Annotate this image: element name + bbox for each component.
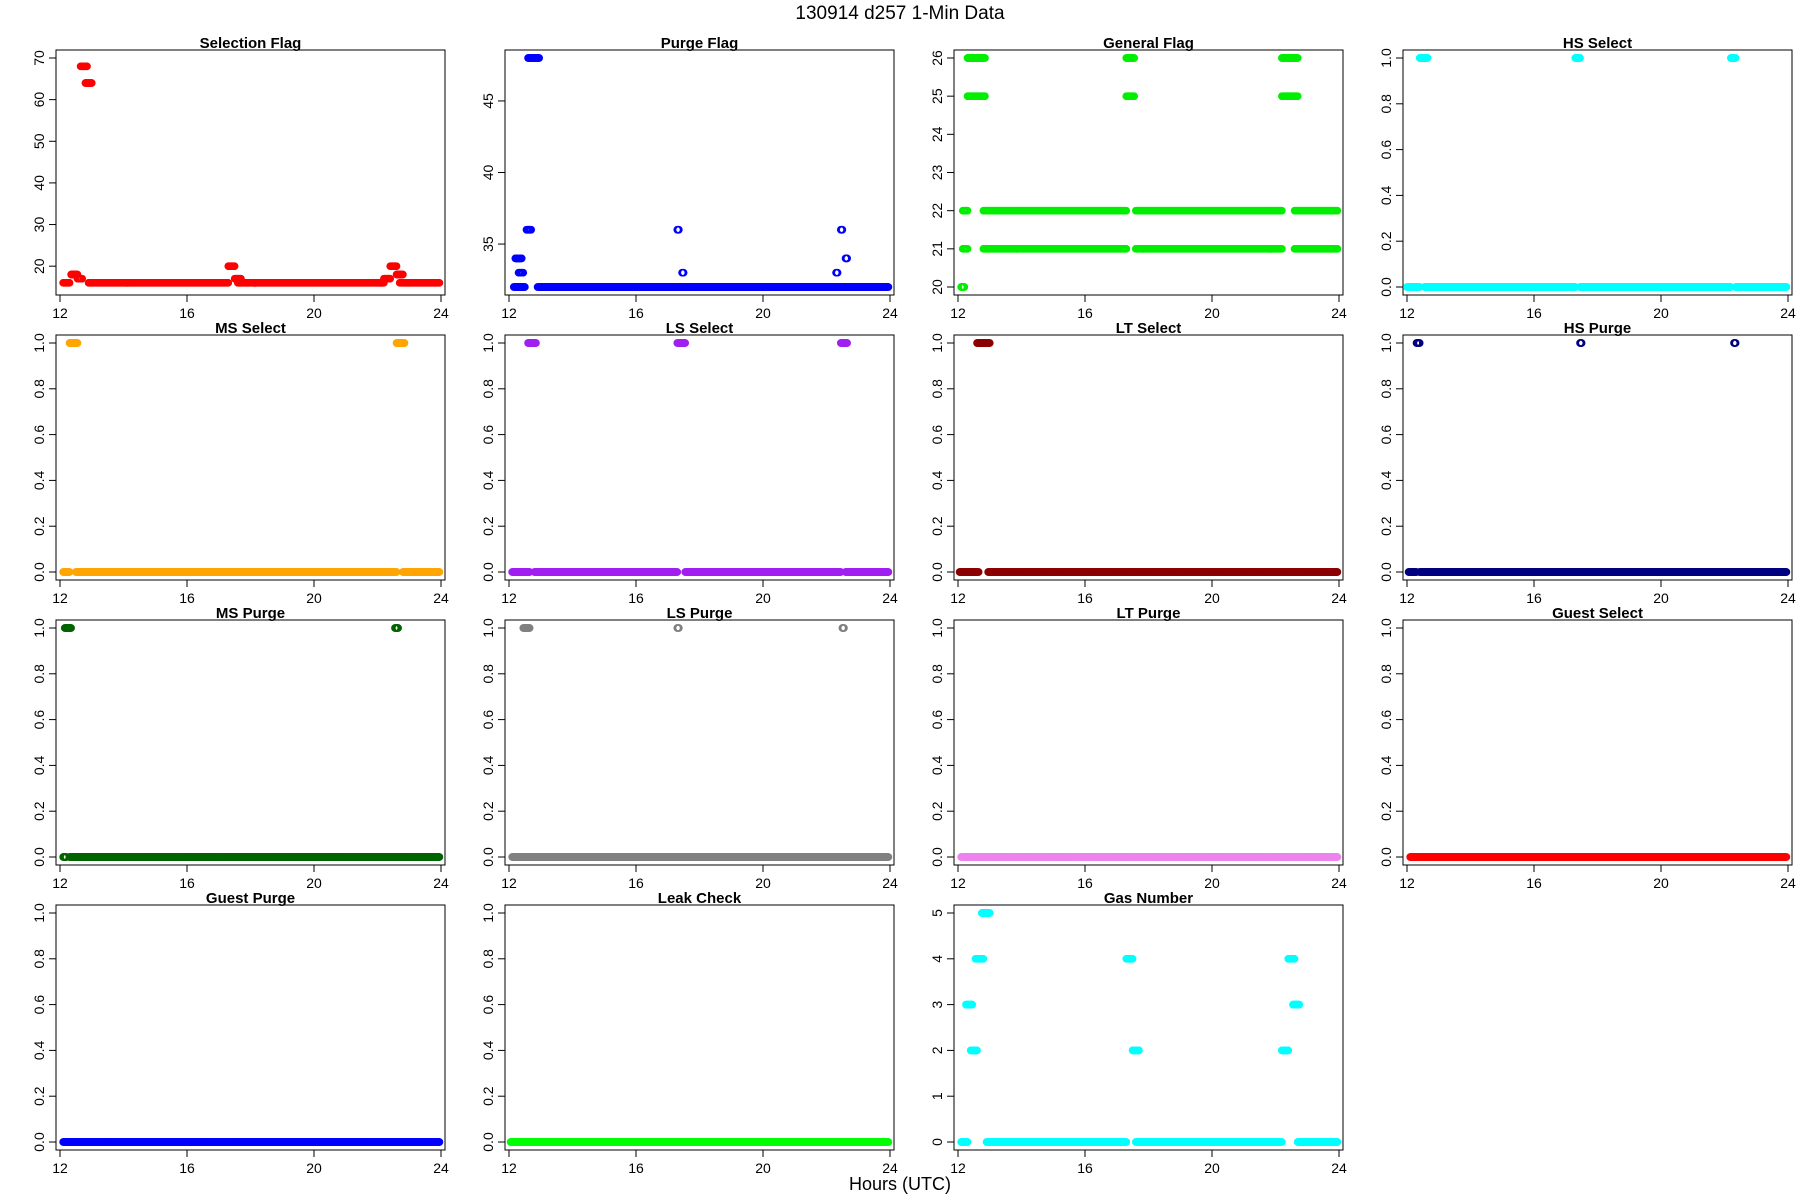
panel-general-flag: General Flag 12 16 20 24 20 21 22 23 24 25 26 <box>929 35 1347 321</box>
x-tick-label: 20 <box>1204 305 1220 321</box>
y-tick-label: 26 <box>929 50 945 66</box>
x-tick-label: 12 <box>1399 305 1415 321</box>
y-tick-label: 0.0 <box>480 562 496 582</box>
y-tick-label: 24 <box>929 126 945 142</box>
y-tick-label: 0.0 <box>31 562 47 582</box>
x-tick-label: 24 <box>882 305 898 321</box>
panel-title: LS Select <box>666 320 734 337</box>
y-tick-label: 21 <box>929 241 945 257</box>
data-point <box>230 262 239 271</box>
data-point <box>78 274 87 283</box>
panel-title: HS Select <box>1563 35 1632 52</box>
y-tick-label: 22 <box>929 203 945 219</box>
data-point <box>65 278 74 287</box>
series-points <box>509 54 893 291</box>
y-tick-label: 1.0 <box>1378 48 1394 68</box>
y-tick-label: 50 <box>31 133 47 149</box>
data-point <box>83 62 91 71</box>
panel-title: Purge Flag <box>661 35 739 52</box>
y-tick-label: 0.8 <box>1378 94 1394 114</box>
y-tick-label: 0.0 <box>1378 277 1394 297</box>
y-tick-label: 0.2 <box>480 516 496 536</box>
x-tick-label: 24 <box>433 305 449 321</box>
plot-frame <box>504 49 895 296</box>
y-tick-label: 0.8 <box>480 379 496 399</box>
y-tick-label: 0.6 <box>31 425 47 445</box>
y-tick-label: 40 <box>31 175 47 191</box>
panel-title: Selection Flag <box>200 35 302 52</box>
x-tick-label: 24 <box>1780 305 1796 321</box>
figure-x-axis-label: Hours (UTC) <box>849 1174 951 1194</box>
y-tick-label: 25 <box>929 88 945 104</box>
x-tick-label: 24 <box>1331 305 1347 321</box>
x-tick-label: 16 <box>628 305 644 321</box>
y-tick-label: 30 <box>31 217 47 233</box>
panel-title: MS Select <box>215 320 286 337</box>
y-tick-label: 20 <box>31 258 47 274</box>
panel-ls-select: LS Select 12 16 20 24 0.0 0.2 0.4 0.6 0.8 1.0 <box>480 320 898 606</box>
x-tick-label: 20 <box>306 590 322 606</box>
y-tick-label: 1.0 <box>31 333 47 353</box>
panel-title: General Flag <box>1103 35 1194 52</box>
y-tick-label: 0.2 <box>31 516 47 536</box>
series-points <box>957 54 1342 291</box>
y-tick-label: 0.4 <box>1378 185 1394 205</box>
x-tick-label: 16 <box>628 590 644 606</box>
y-tick-label: 23 <box>929 165 945 181</box>
y-tick-label: 70 <box>31 50 47 66</box>
x-tick-label: 20 <box>755 590 771 606</box>
series-points <box>59 62 444 287</box>
plot-frame <box>504 334 895 581</box>
y-tick-label: 60 <box>31 92 47 108</box>
x-tick-label: 12 <box>950 305 966 321</box>
y-tick-label: 20 <box>929 279 945 295</box>
panel-selection-flag: Selection Flag 12 16 20 24 20 30 40 50 60 70 <box>31 35 449 321</box>
panel-ms-select: MS Select 12 16 20 24 0.0 0.2 0.4 0.6 0.8 1.0 <box>31 320 449 606</box>
x-tick-label: 20 <box>1653 305 1669 321</box>
y-tick-label: 45 <box>480 93 496 109</box>
x-tick-label: 16 <box>1526 305 1542 321</box>
x-tick-label: 12 <box>501 590 517 606</box>
plot-frame <box>1402 49 1793 296</box>
plot-frame <box>55 334 446 581</box>
y-tick-label: 40 <box>480 165 496 181</box>
panel-grid: Selection Flag 12 16 20 24 20 30 40 50 60 70 Purge … <box>31 35 1796 1176</box>
y-tick-label: 0.8 <box>31 379 47 399</box>
y-tick-label: 35 <box>480 236 496 252</box>
x-tick-label: 12 <box>52 305 68 321</box>
x-tick-label: 12 <box>501 305 517 321</box>
y-tick-label: 0.2 <box>1378 231 1394 251</box>
series-points <box>508 339 893 576</box>
x-tick-label: 16 <box>179 590 195 606</box>
plot-frame <box>953 49 1344 296</box>
data-point <box>87 79 96 87</box>
x-tick-label: 24 <box>433 590 449 606</box>
panel-hs-select: HS Select 12 16 20 24 0.0 0.2 0.4 0.6 0.8 1.0 <box>1378 35 1796 321</box>
series-points <box>1403 54 1791 291</box>
y-tick-label: 0.4 <box>31 470 47 490</box>
plot-frame <box>55 49 446 296</box>
x-tick-label: 16 <box>1077 305 1093 321</box>
series-points <box>59 339 444 576</box>
x-tick-label: 20 <box>755 305 771 321</box>
data-point <box>224 278 233 287</box>
x-tick-label: 20 <box>306 305 322 321</box>
y-tick-label: 0.4 <box>480 470 496 490</box>
x-tick-label: 12 <box>52 590 68 606</box>
y-tick-label: 1.0 <box>480 333 496 353</box>
figure-title: 130914 d257 1-Min Data <box>795 3 1005 24</box>
x-tick-label: 24 <box>882 590 898 606</box>
y-tick-label: 0.6 <box>1378 140 1394 160</box>
panel-purge-flag: Purge Flag 12 16 20 24 35 40 45 <box>480 35 898 321</box>
y-tick-label: 0.6 <box>480 425 496 445</box>
x-tick-label: 16 <box>179 305 195 321</box>
